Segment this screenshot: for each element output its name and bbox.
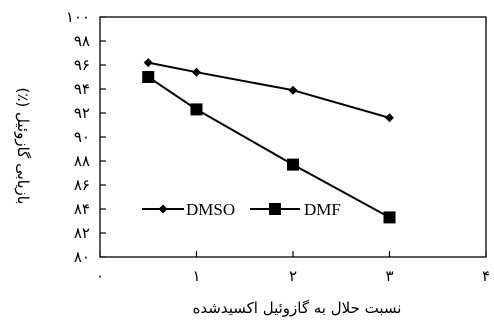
y-tick-label: ٩٨ bbox=[74, 32, 90, 50]
y-tick-label: ٨٠ bbox=[74, 248, 90, 266]
data-point-dmf bbox=[190, 103, 203, 116]
x-axis-title: نسبت حلال به گازوئیل اکسیدشده bbox=[193, 299, 402, 317]
legend-label-dmso: DMSO bbox=[186, 200, 235, 219]
data-point-dmso bbox=[143, 58, 153, 68]
y-tick-label: ٩۶ bbox=[74, 56, 90, 74]
y-tick-label: ٨٨ bbox=[74, 152, 90, 170]
x-tick-label: ١ bbox=[192, 267, 200, 285]
data-point-dmso bbox=[288, 85, 298, 95]
y-axis-title: بازیابی گازوئیل (٪) bbox=[14, 88, 32, 205]
x-tick-label: ۴ bbox=[482, 267, 490, 285]
series-line-dmf bbox=[147, 76, 390, 219]
data-point-dmf bbox=[287, 158, 299, 171]
data-point-dmf bbox=[383, 211, 396, 224]
y-tick-label: ٩٢ bbox=[74, 104, 90, 122]
data-point-dmf bbox=[142, 71, 155, 83]
y-tick-label: ١٠٠ bbox=[66, 8, 90, 26]
x-tick-label: ٣ bbox=[385, 267, 393, 285]
y-tick-label: ٨۴ bbox=[74, 200, 90, 218]
y-tick-label: ٨٢ bbox=[74, 224, 90, 242]
y-tick-label: ٩۴ bbox=[74, 80, 90, 98]
y-tick-label: ٩٠ bbox=[74, 128, 90, 146]
legend-marker-dmf bbox=[269, 203, 281, 215]
data-point-dmso bbox=[192, 67, 201, 77]
x-tick-label: ٢ bbox=[289, 267, 297, 285]
legend-label-dmf: DMF bbox=[304, 200, 341, 219]
series-line-dmso bbox=[148, 61, 390, 119]
y-tick-label: ٨۶ bbox=[74, 176, 90, 194]
legend-marker-dmso bbox=[158, 204, 168, 214]
plot-frame bbox=[99, 16, 487, 258]
x-tick-label: ٠ bbox=[96, 267, 104, 285]
data-point-dmso bbox=[385, 113, 394, 123]
